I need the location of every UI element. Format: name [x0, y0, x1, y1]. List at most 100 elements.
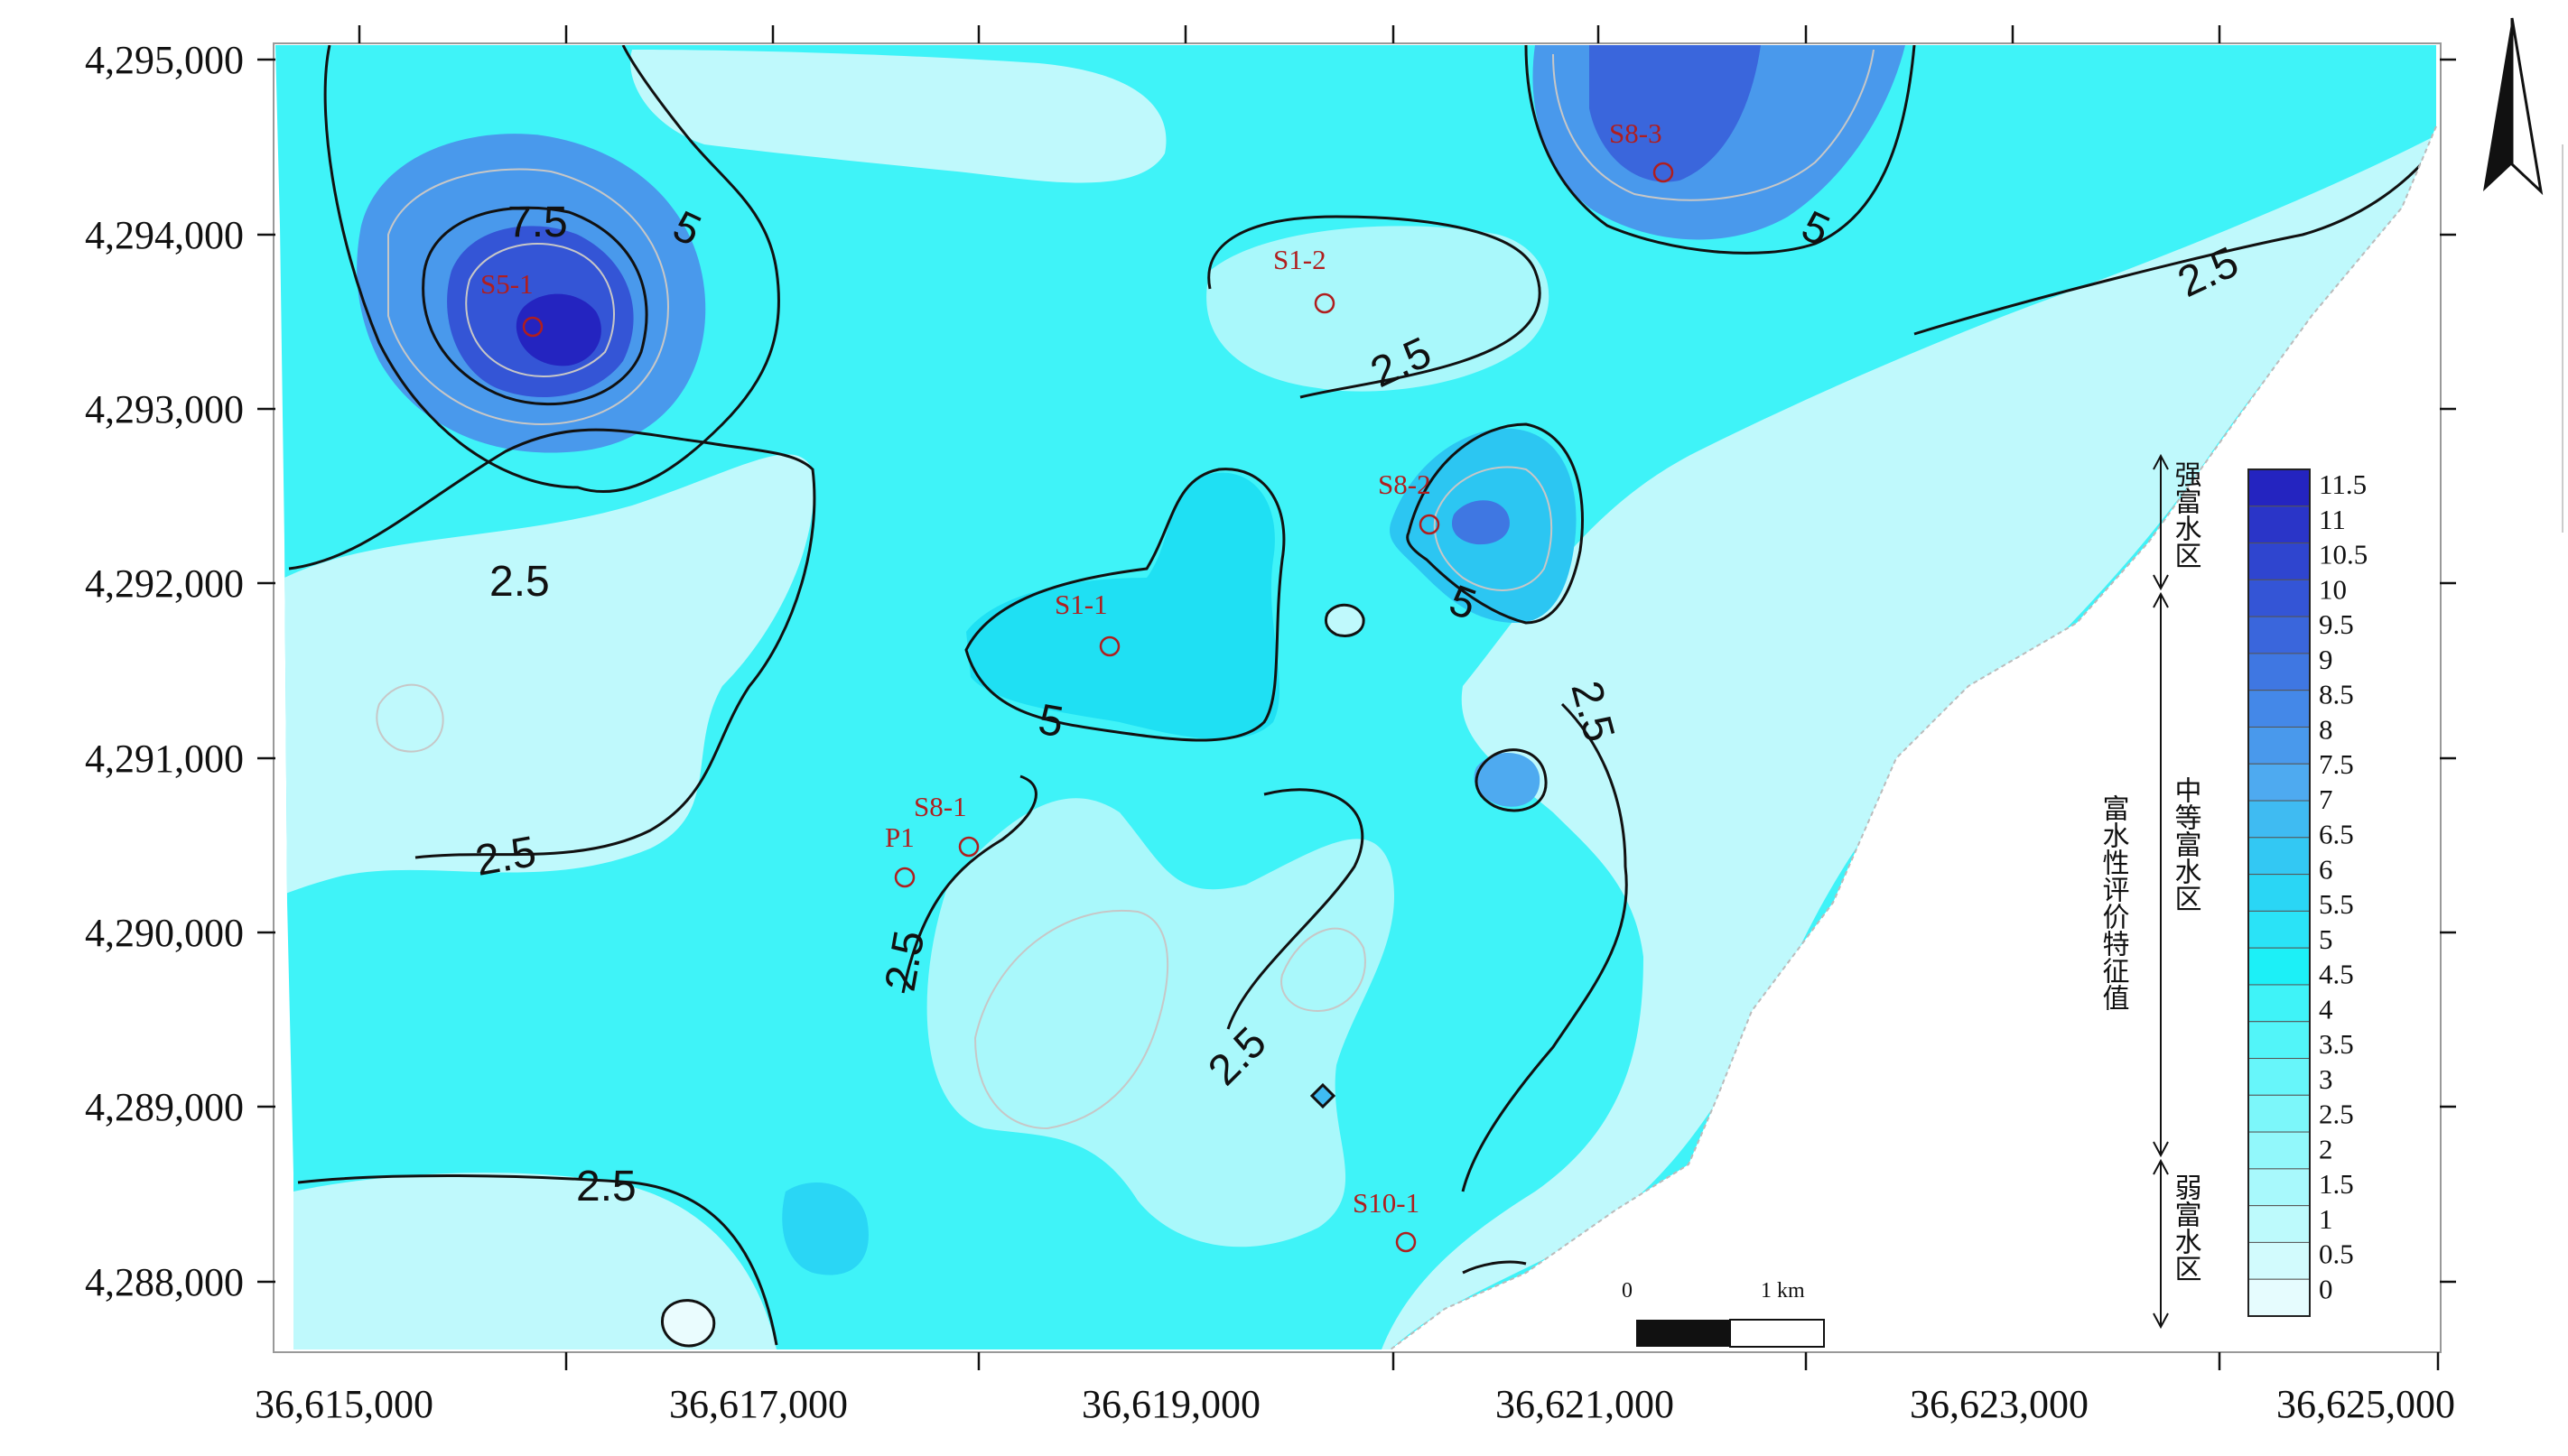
well-marker-icon [522, 316, 544, 338]
well-s8-1: S8-1 [914, 791, 980, 858]
well-label: S8-1 [914, 791, 967, 822]
well-marker-icon [1395, 1231, 1417, 1253]
legend-tick-label: 7.5 [2319, 748, 2354, 780]
well-label: S5-1 [480, 268, 534, 300]
y-tick-label: 4,295,000 [85, 38, 244, 82]
north-arrow-icon [2483, 17, 2544, 196]
legend-tick-label: 4 [2319, 993, 2333, 1025]
well-label: S10-1 [1353, 1187, 1419, 1219]
y-tick-label: 4,289,000 [85, 1085, 244, 1129]
contour-field [275, 45, 2436, 1349]
tick-marks [257, 25, 2456, 1370]
legend-tick-label: 6.5 [2319, 819, 2354, 850]
well-s1-1: S1-1 [1055, 589, 1121, 657]
well-marker-icon [1099, 635, 1121, 657]
well-s1-2: S1-2 [1273, 244, 1335, 314]
legend-tick-label: 1.5 [2319, 1168, 2354, 1200]
legend-swatch [2247, 910, 2311, 949]
legend-tick-label: 3.5 [2319, 1028, 2354, 1060]
x-tick-label: 36,615,000 [255, 1382, 433, 1426]
legend-swatch [2247, 468, 2311, 507]
y-tick-label: 4,294,000 [85, 213, 244, 257]
legend-swatch [2247, 690, 2311, 728]
contour-peak-marker [1309, 1082, 1336, 1109]
x-tick-label: 36,617,000 [669, 1382, 848, 1426]
legend-swatch [2247, 543, 2311, 580]
well-label: S1-1 [1055, 589, 1108, 620]
weak-zone-west [284, 454, 814, 894]
legend-tick-label: 11 [2319, 504, 2346, 535]
legend-swatch [2247, 947, 2311, 986]
well-s8-3: S8-3 [1609, 117, 1674, 183]
contour-low-marker-2 [1324, 604, 1365, 637]
legend-tick-label: 5.5 [2319, 888, 2354, 920]
well-p1: P1 [885, 821, 916, 888]
legend-tick-label: 1 [2319, 1203, 2333, 1235]
x-axis-labels: 36,615,000 36,617,000 36,619,000 36,621,… [255, 1382, 2455, 1426]
legend-tick-label: 5 [2319, 923, 2333, 955]
legend-tick-label: 10 [2319, 573, 2347, 605]
legend-swatch [2247, 1205, 2311, 1243]
legend-tick-label: 11.5 [2319, 468, 2367, 500]
weak-zone-east [1382, 135, 2436, 1349]
well-marker-icon [1314, 292, 1335, 314]
medium-zone-center [966, 472, 1280, 739]
zone-label-medium: 中等富水区 [2170, 776, 2202, 912]
legend-swatch [2247, 1241, 2311, 1280]
high-zone-s8-3-core [1589, 45, 1761, 182]
medium-zone-south [782, 1182, 869, 1275]
x-tick-label: 36,621,000 [1495, 1382, 1674, 1426]
contour-label: 2.5 [877, 927, 935, 995]
wells: S5-1 S1-2 S8-3 S8-2 S1-1 S8-1 P1 S10-1 [480, 117, 1674, 1253]
legend-swatch [2247, 579, 2311, 617]
contour-label: 7.5 [507, 199, 568, 246]
contour-label: 2.5 [489, 558, 550, 606]
legend-swatch [2247, 1094, 2311, 1133]
legend-swatch [2247, 800, 2311, 839]
weak-zone-center-south [926, 798, 1395, 1247]
weak-zone-south-west [293, 1173, 777, 1349]
legend-swatch [2247, 1131, 2311, 1170]
scale-bar: 0 1 km [1622, 1279, 1825, 1348]
contour-label: 2.5 [576, 1163, 637, 1210]
legend-swatch [2247, 1021, 2311, 1060]
zone-label-weak: 弱富水区 [2170, 1173, 2201, 1282]
legend-swatch [2247, 763, 2311, 802]
zone-annotations: 强富水区 中等富水区 弱富水区 富水性评价特征值 [2098, 453, 2202, 1330]
legend-swatch [2247, 874, 2311, 912]
legend-outline [2247, 468, 2311, 1317]
legend-tick-label: 2.5 [2319, 1099, 2354, 1130]
high-zone-s8-2-peak [1451, 500, 1510, 545]
weak-zone-north [630, 50, 1167, 183]
legend-tick-label: 0 [2319, 1273, 2333, 1304]
map-frame [273, 42, 2442, 1353]
well-label: S8-3 [1609, 117, 1662, 149]
legend-swatch [2247, 1278, 2311, 1317]
x-tick-label: 36,625,000 [2276, 1382, 2455, 1426]
legend-tick-label: 7 [2319, 784, 2333, 815]
y-tick-label: 4,293,000 [85, 387, 244, 431]
high-zone-s5-1-peak [516, 293, 601, 366]
well-marker-icon [958, 836, 980, 858]
contour-segment [1462, 1260, 1527, 1275]
x-tick-label: 36,623,000 [1910, 1382, 2089, 1426]
well-s8-2: S8-2 [1378, 468, 1440, 535]
legend-tick-label: 8 [2319, 713, 2333, 745]
scale-label-one: 1 km [1761, 1279, 1805, 1303]
legend-swatch [2247, 837, 2311, 876]
legend-tick-label: 10.5 [2319, 539, 2368, 570]
legend-tick-label: 9.5 [2319, 608, 2354, 640]
legend-tick-label: 8.5 [2319, 679, 2354, 710]
well-marker-icon [894, 867, 916, 888]
legend-tick-label: 4.5 [2319, 959, 2354, 990]
x-tick-label: 36,619,000 [1082, 1382, 1261, 1426]
contour-low-marker [661, 1299, 716, 1348]
contour-label: 2.5 [472, 828, 540, 886]
scale-segment-white [1729, 1319, 1825, 1348]
legend-swatch [2247, 1058, 2311, 1096]
zone-label-strong: 强富水区 [2170, 460, 2201, 569]
legend-tick-label: 0.5 [2319, 1238, 2354, 1270]
well-s10-1: S10-1 [1353, 1187, 1419, 1253]
well-label: S8-2 [1378, 468, 1431, 500]
